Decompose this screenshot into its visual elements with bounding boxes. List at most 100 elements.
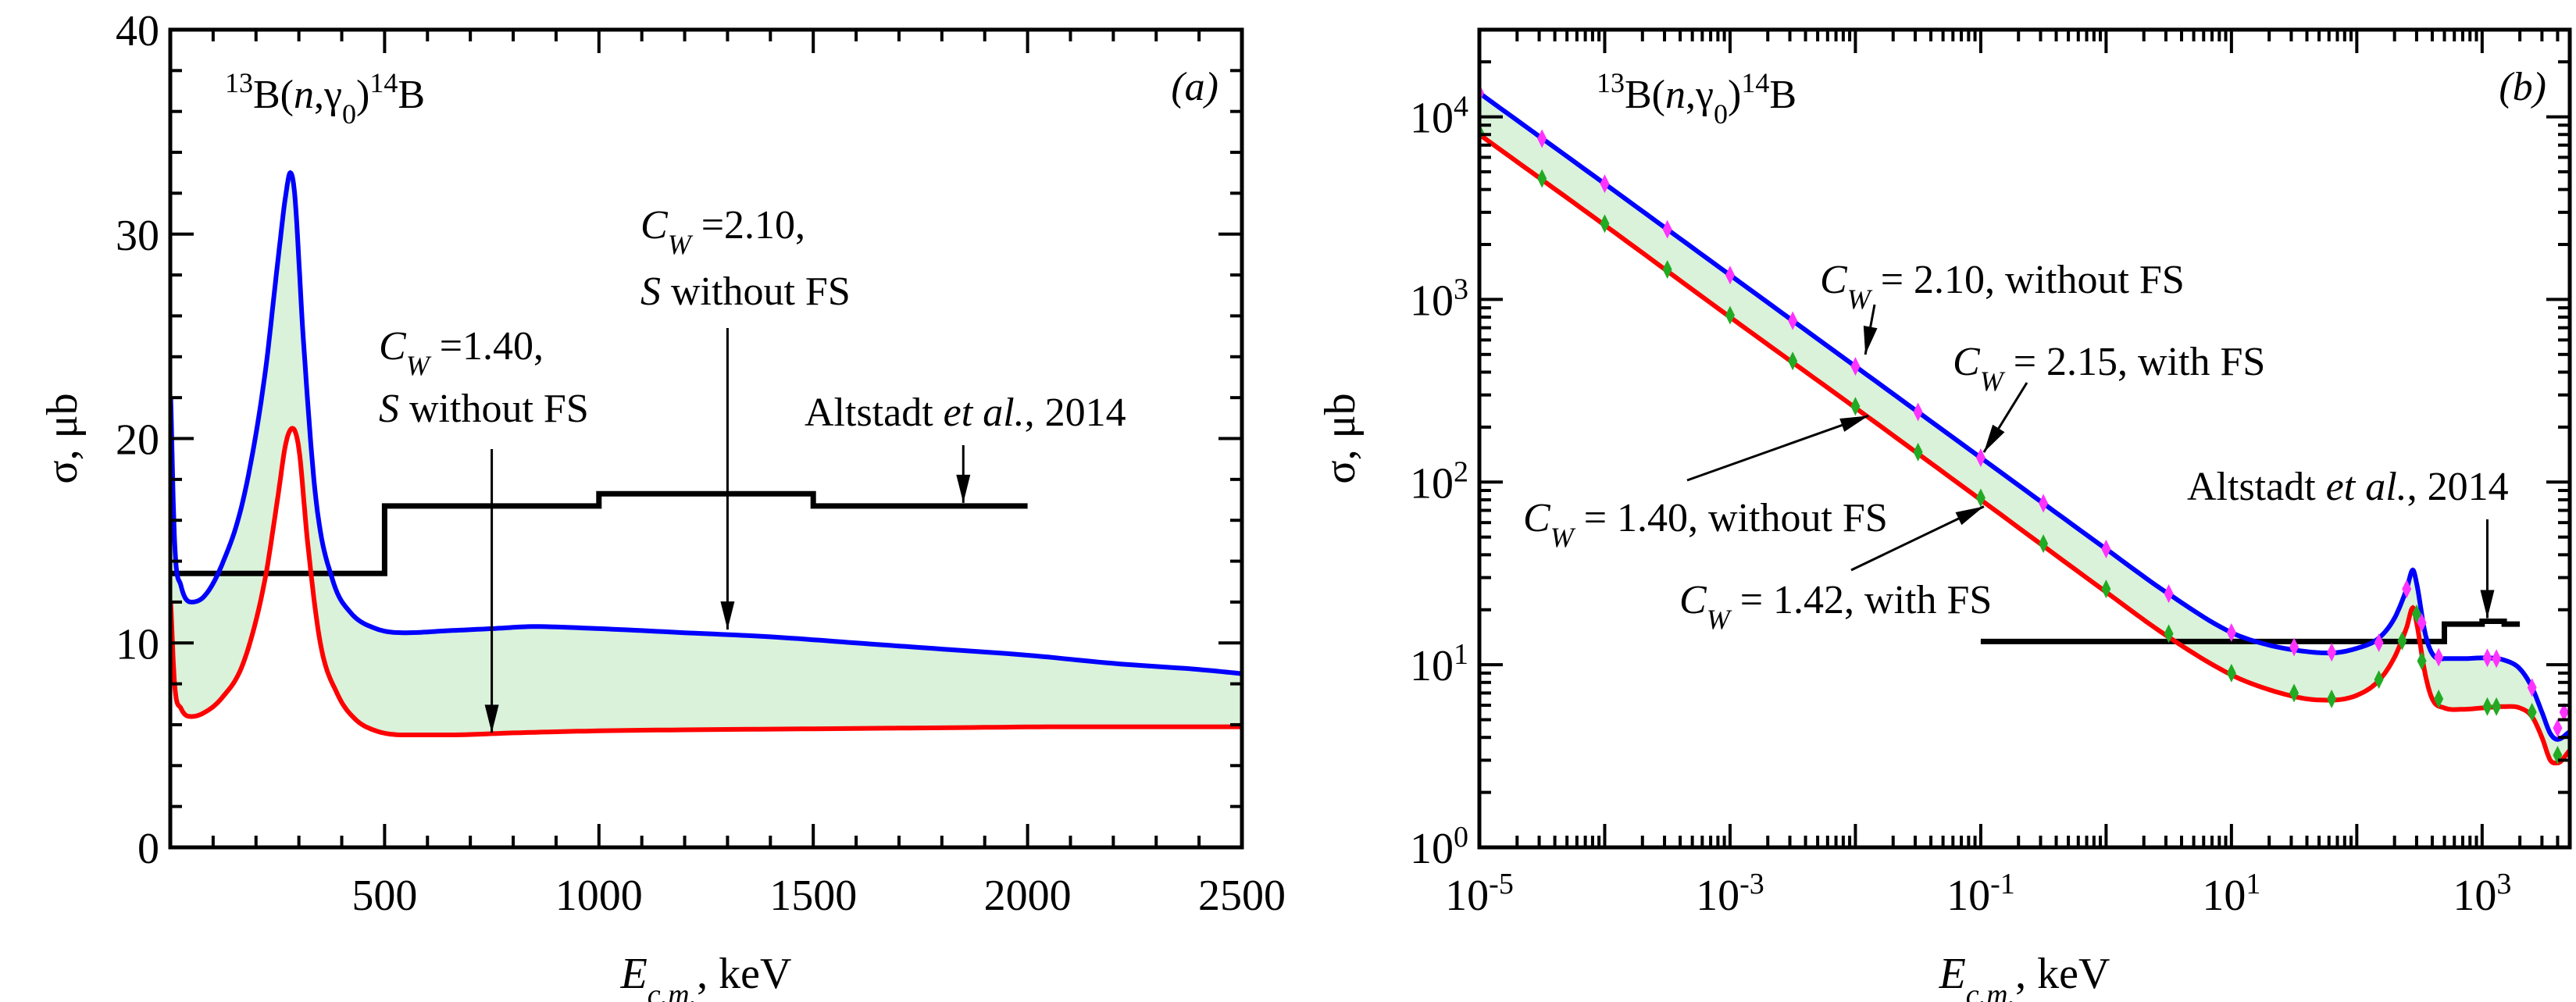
- uncertainty-band: [1479, 93, 2570, 764]
- cw-subscript: W: [1980, 365, 2006, 397]
- data-point-marker: [2039, 534, 2049, 554]
- data-point-marker: [1850, 397, 1861, 416]
- annotation-altstadt: Altstadt et al., 2014: [805, 390, 1126, 435]
- plot-frame: [1477, 27, 2572, 850]
- reaction-text: ): [1728, 73, 1741, 117]
- data-point-marker: [2527, 678, 2537, 697]
- reaction-sub: 0: [342, 98, 356, 130]
- annotation-altstadt: Altstadt et al., 2014: [2187, 465, 2509, 509]
- y-tick-label: 104: [1410, 91, 1468, 143]
- tick-base: 10: [1410, 459, 1454, 508]
- cw-symbol: C: [1953, 340, 1981, 384]
- reaction-text: B(: [1625, 73, 1665, 117]
- tick-base: 10: [1946, 872, 1990, 920]
- arrow-cw140-head: [1839, 415, 1869, 432]
- arrow-cw215-head: [1983, 424, 2005, 453]
- upper-curve: [170, 169, 1242, 676]
- data-point-marker: [1600, 214, 1610, 234]
- mass-number: 14: [1741, 67, 1769, 98]
- x-tick-label: 1500: [769, 872, 857, 920]
- annotation-cw142: CW = 1.42, with FS: [1679, 578, 1992, 635]
- tick-base: 10: [1410, 825, 1454, 873]
- data-point-marker: [2226, 622, 2236, 642]
- x-title-rest: , keV: [2015, 950, 2110, 998]
- data-point-marker: [1662, 219, 1672, 239]
- annotation-italic: et al.: [944, 390, 1025, 435]
- y-tick-label: 20: [116, 416, 159, 465]
- cw-symbol: C: [640, 203, 669, 248]
- cw-value: = 1.40, without FS: [1574, 496, 1888, 540]
- mass-number: 13: [225, 67, 253, 98]
- y-tick-label: 103: [1410, 273, 1468, 325]
- data-point-marker: [2327, 643, 2337, 662]
- tick-exponent: 0: [1454, 821, 1468, 854]
- annotation-cw210: CW =2.10,: [640, 203, 805, 260]
- data-point-marker: [2374, 633, 2384, 652]
- x-title-sub: c.m.: [1966, 979, 2015, 1002]
- arrow-cw142-head: [1955, 506, 1984, 526]
- s-symbol: S: [640, 269, 661, 314]
- x-tick-label: 2000: [984, 872, 1072, 920]
- annotation-text: without FS: [399, 387, 589, 431]
- x-title-main: E: [620, 950, 648, 998]
- y-axis-title: σ, μb: [1316, 393, 1365, 483]
- tick-exponent: 1: [2246, 868, 2260, 900]
- annotation-cw215: CW = 2.15, with FS: [1953, 340, 2265, 397]
- altstadt-step-line: [1980, 619, 2521, 644]
- data-point-marker: [2559, 702, 2569, 722]
- panel-a: 500 1000 1500 2000 2500 0 10 20 30 40 Ec.m., keV σ,…: [38, 7, 1286, 1002]
- data-point-marker: [1725, 305, 1735, 325]
- data-point-marker: [2411, 604, 2421, 623]
- cw-symbol: C: [1523, 496, 1551, 540]
- tick-exponent: -3: [1739, 868, 1764, 900]
- panel-label: (b): [2499, 65, 2546, 109]
- data-point-marker: [1913, 402, 1923, 422]
- tick-base: 10: [1696, 872, 1739, 920]
- reaction-text: n: [294, 73, 314, 117]
- x-tick-label: 2500: [1198, 872, 1286, 920]
- lower-curve: [1479, 132, 2570, 765]
- data-point-marker: [2492, 697, 2502, 716]
- tick-exponent: 1: [1454, 638, 1468, 671]
- annotation-italic: et al.: [2326, 465, 2407, 509]
- s-symbol: S: [379, 387, 399, 431]
- y-tick-label: 101: [1410, 638, 1468, 690]
- data-point-marker: [2397, 631, 2407, 651]
- data-point-marker: [1850, 357, 1861, 376]
- reaction-label: 13B(n,γ0)14B: [1597, 67, 1796, 130]
- cw-subscript: W: [406, 350, 432, 381]
- cw-subscript: W: [668, 229, 694, 260]
- data-point-marker: [2434, 647, 2444, 667]
- data-point-marker: [2527, 702, 2537, 722]
- annotation-cw140: CW = 1.40, without FS: [1523, 496, 1888, 553]
- tick-exponent: 3: [2496, 868, 2511, 900]
- tick-base: 10: [1445, 872, 1489, 920]
- reaction-text: ): [356, 73, 369, 117]
- cw-value: = 1.42, with FS: [1730, 578, 1993, 622]
- tick-exponent: -5: [1489, 868, 1514, 900]
- x-tick-label: 500: [351, 872, 417, 920]
- annotation-text: without FS: [661, 269, 851, 314]
- data-point-marker: [2374, 670, 2384, 690]
- x-tick-label: 10-5: [1445, 868, 1514, 920]
- y-tick-label: 30: [116, 212, 159, 260]
- reaction-text: B: [398, 73, 425, 117]
- data-point-marker: [2482, 697, 2492, 716]
- cw-value: =1.40,: [430, 324, 544, 369]
- reaction-text: B: [1769, 73, 1796, 117]
- data-point-marker: [2101, 579, 2111, 599]
- tick-exponent: 3: [1454, 273, 1468, 305]
- arrow-altstadt-head: [956, 474, 971, 503]
- y-tick-label: 102: [1410, 455, 1468, 508]
- data-point-marker: [2417, 613, 2427, 633]
- data-point-marker: [1600, 174, 1610, 194]
- mass-number: 14: [369, 67, 398, 98]
- plot-area: [1479, 84, 2570, 765]
- y-axis-title: σ, μb: [38, 393, 87, 483]
- annotation-cw140-line2: S without FS: [379, 387, 589, 431]
- data-point-marker: [1662, 259, 1672, 279]
- annotation-text: Altstadt: [2187, 465, 2326, 509]
- reaction-text: n: [1665, 73, 1686, 117]
- arrow-altstadt-head: [2480, 590, 2495, 619]
